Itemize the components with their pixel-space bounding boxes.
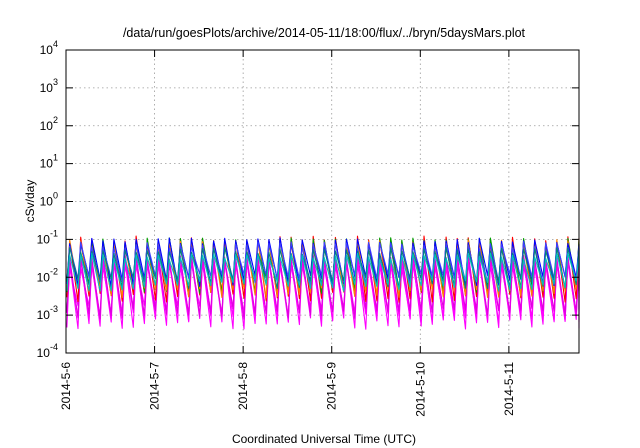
y-tick-label: 103 xyxy=(40,77,58,95)
x-tick-label: 2014-5-10 xyxy=(413,362,427,417)
series-line-10 xyxy=(66,246,580,290)
y-tick-label: 10-4 xyxy=(37,342,58,360)
series-line-9 xyxy=(66,241,580,286)
y-tick-label: 100 xyxy=(40,191,58,209)
y-tick-label: 101 xyxy=(40,153,58,171)
x-axis-label: Coordinated Universal Time (UTC) xyxy=(232,432,416,446)
y-tick-label: 10-3 xyxy=(37,304,58,322)
chart-title: /data/run/goesPlots/archive/2014-05-11/1… xyxy=(123,26,526,40)
y-tick-label: 102 xyxy=(40,115,58,133)
grid-lines xyxy=(66,50,579,353)
series-group xyxy=(66,235,580,330)
x-axis: 2014-5-6 2014-5-7 2014-5-8 2014-5-9 2014-5-1… xyxy=(59,50,516,417)
x-tick-label: 2014-5-8 xyxy=(236,362,250,410)
y-axis-label: cSv/day xyxy=(23,180,37,223)
series-line-11 xyxy=(66,252,580,292)
y-tick-label: 10-2 xyxy=(37,266,58,284)
x-tick-label: 2014-5-9 xyxy=(325,362,339,410)
x-tick-label: 2014-5-6 xyxy=(59,362,73,410)
y-tick-label: 10-1 xyxy=(37,228,58,246)
x-tick-label: 2014-5-11 xyxy=(502,362,516,416)
y-axis: 10-4 10-3 10-2 10-1 100 101 102 103 104 xyxy=(37,39,579,360)
y-tick-label: 104 xyxy=(40,39,58,57)
series-line-4 xyxy=(66,252,580,320)
x-tick-label: 2014-5-7 xyxy=(148,362,162,410)
